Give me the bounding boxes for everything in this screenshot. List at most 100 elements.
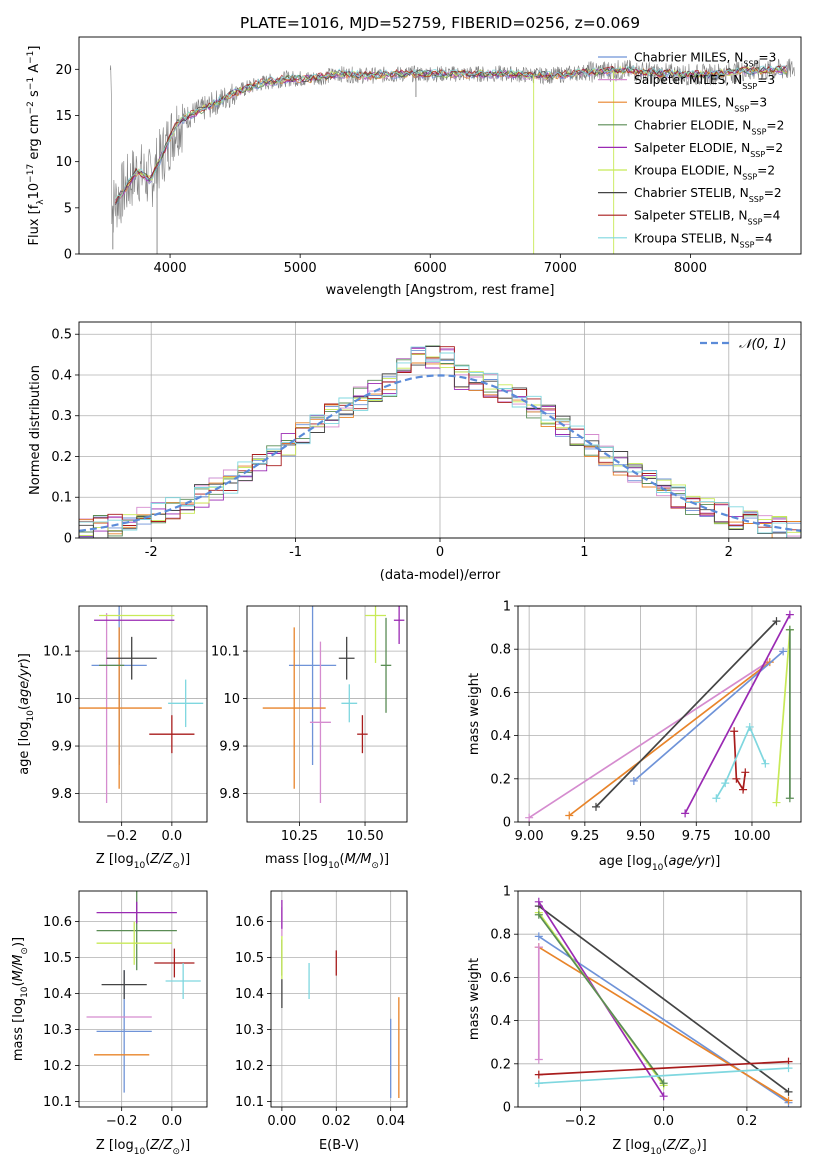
model-spectrum-salpeter-stelib: [115, 65, 787, 204]
y-tick-label: 0.4: [490, 729, 511, 744]
y-tick-label: 10.1: [43, 1095, 72, 1110]
axes-frame: [78, 890, 208, 1108]
x-axis-label: Z [log10(Z/Z⊙)]: [612, 1138, 706, 1157]
y-tick-label: 10: [55, 692, 72, 707]
y-tick-label: 15: [55, 109, 72, 124]
data-point: [730, 727, 739, 736]
data-point: [659, 1092, 668, 1101]
model-spectrum-kroupa-elodie: [115, 65, 787, 200]
data-point: [534, 910, 543, 919]
series-line: [538, 1060, 789, 1076]
y-tick-label: 10.4: [43, 987, 72, 1002]
model-spectrum-salpeter-miles: [115, 67, 787, 205]
y-axis-label: age [log10(age/yr)]: [17, 653, 36, 775]
series-line: [684, 614, 791, 814]
data-point: [785, 625, 794, 634]
x-axis-label: wavelength [Angstrom, rest frame]: [326, 283, 555, 298]
y-axis-label: mass weight: [467, 673, 482, 755]
x-tick-label: −0.2: [565, 1114, 597, 1129]
x-tick-label: 0.2: [737, 1114, 758, 1129]
y-tick-label: 10.6: [235, 915, 264, 930]
legend-label: Salpeter ELODIE, NSSP=2: [634, 141, 783, 159]
data-point: [779, 647, 788, 656]
error-bars: [79, 606, 204, 804]
x-tick-label: −0.2: [106, 829, 138, 844]
y-tick-label: 1: [503, 885, 511, 900]
x-axis-label: age [log10(age/yr)]: [599, 854, 721, 873]
y-tick-label: 10.5: [235, 951, 264, 966]
y-tick-label: 1: [503, 600, 511, 615]
model-spectrum-kroupa-stelib: [115, 65, 787, 199]
data-point: [732, 774, 741, 783]
axes-frame: [246, 605, 408, 823]
axes-frame: [517, 605, 802, 823]
x-axis-label: mass [log10(M/M⊙)]: [265, 852, 389, 871]
y-tick-label: 0: [503, 1101, 511, 1116]
y-tick-label: 0.1: [51, 491, 72, 506]
y-tick-label: 0.2: [51, 450, 72, 465]
x-tick-label: 10.50: [346, 829, 383, 844]
data-point: [681, 809, 690, 818]
data-point: [534, 1055, 543, 1064]
series-line: [528, 661, 769, 819]
residual-histogram-panel: -2 -1 0 1 2 0 0.1 0.2 0.3 0.4 0.5 𝒩(0, 1) (data-mode…: [28, 321, 802, 583]
data-point: [784, 1064, 793, 1073]
x-axis-label: Z [log10(Z/Z⊙)]: [96, 1138, 190, 1157]
data-point: [534, 943, 543, 952]
series-line: [715, 724, 767, 799]
data-point: [712, 794, 721, 803]
data-point: [785, 794, 794, 803]
x-tick-label: 0.00: [267, 1114, 296, 1129]
series-line: [775, 629, 791, 803]
axes-frame: [78, 605, 208, 823]
data-point: [659, 1079, 668, 1088]
y-tick-label: 9.8: [219, 787, 240, 802]
y-tick-label: 10.1: [235, 1095, 264, 1110]
x-tick-label: -2: [145, 545, 158, 560]
series-lines: [534, 897, 793, 1107]
x-tick-label: 9.75: [682, 829, 711, 844]
series-line: [538, 1067, 789, 1085]
x-tick-label: 0: [436, 545, 444, 560]
y-tick-label: 0.3: [51, 409, 72, 424]
y-tick-label: 0.4: [490, 1014, 511, 1029]
legend-label: Chabrier ELODIE, NSSP=2: [634, 118, 784, 136]
legend-label: Chabrier STELIB, NSSP=2: [634, 186, 782, 204]
data-point: [534, 1079, 543, 1088]
y-tick-label: 9.9: [51, 740, 72, 755]
x-tick-label: 9.00: [515, 829, 544, 844]
x-tick-label: 0.0: [653, 1114, 674, 1129]
x-tick-label: 0.0: [162, 829, 183, 844]
legend-label: 𝒩(0, 1): [739, 337, 786, 352]
x-tick-label: −0.2: [106, 1114, 138, 1129]
y-tick-label: 10.1: [211, 645, 240, 660]
legend-label: Kroupa STELIB, NSSP=4: [634, 231, 773, 249]
massweight-vs-metallicity-panel: −0.2 0.0 0.2 0 0.2 0.4 0.6 0.8 1 mass weight Z [lo…: [467, 885, 802, 1157]
spectrum-lines: [109, 58, 795, 254]
series-line: [568, 661, 771, 817]
legend-label: Salpeter MILES, NSSP=3: [634, 73, 775, 91]
error-bars: [281, 900, 400, 1098]
data-point: [772, 798, 781, 807]
x-tick-label: -1: [289, 545, 302, 560]
y-axis-label: mass weight: [467, 958, 482, 1040]
data-point: [565, 811, 574, 820]
x-tick-label: 9.25: [570, 829, 599, 844]
axes-frame: [270, 890, 408, 1108]
y-axis-label: Flux [fλ10−17 erg cm−2 s−1 A−1]: [26, 46, 46, 246]
data-point: [761, 759, 770, 768]
error-bars: [86, 891, 201, 1093]
x-tick-label: 2: [725, 545, 733, 560]
age-vs-mass-panel: 10.25 10.50 9.8 9.9 10 10.1 mass [log10(M/M⊙)]: [211, 605, 408, 871]
data-point: [591, 802, 600, 811]
data-point: [629, 776, 638, 785]
x-tick-label: 8000: [674, 261, 707, 276]
y-tick-label: 10.6: [43, 915, 72, 930]
error-bars: [262, 606, 405, 804]
model-spectrum-chabrier-miles: [115, 67, 788, 204]
y-tick-label: 0.5: [51, 328, 72, 343]
spectrum-panel: 4000 5000 6000 7000 8000 0 5 10 15 20 Chabrier MIL…: [26, 36, 802, 298]
x-tick-label: 10.25: [281, 829, 318, 844]
x-axis-label: (data-model)/error: [380, 568, 501, 583]
